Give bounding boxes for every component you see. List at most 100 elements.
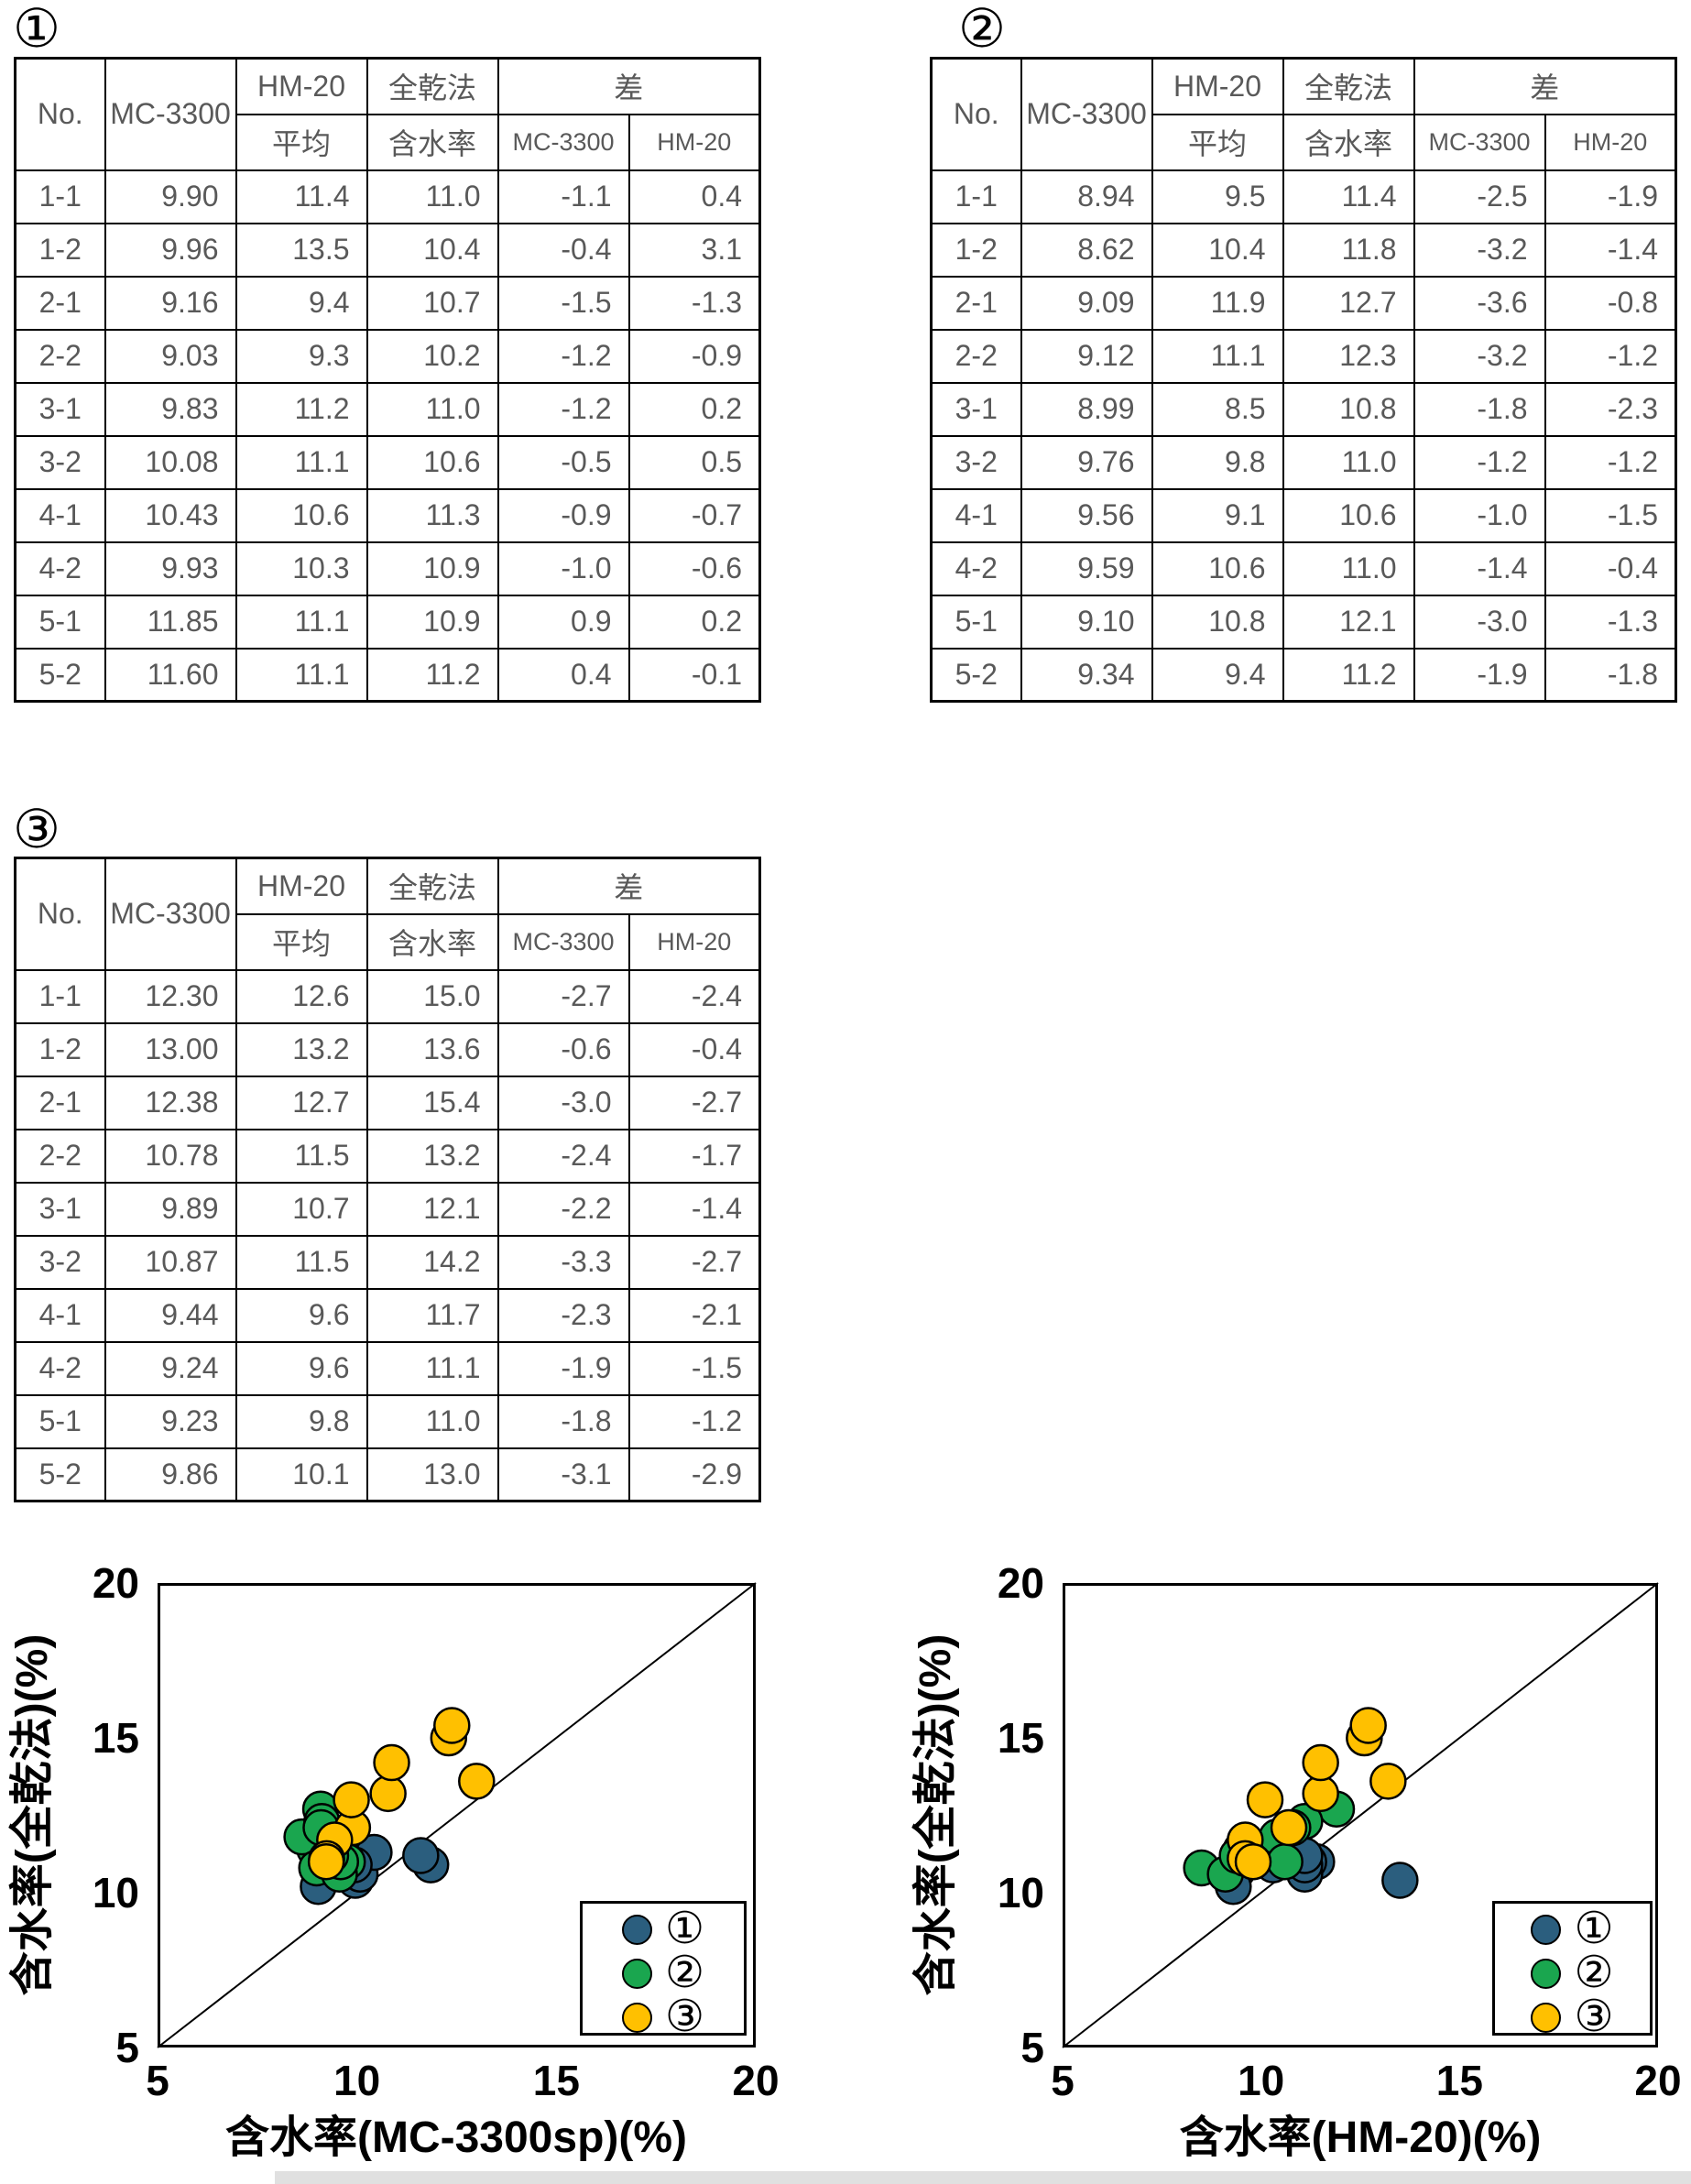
value-cell: 11.0 — [1282, 541, 1415, 596]
table-row: 4-2 9.59 10.6 11.0 -1.4 -0.4 — [930, 541, 1677, 596]
value-cell: 12.30 — [104, 968, 237, 1024]
scatter-plot-mc3300 — [157, 1582, 757, 2048]
row-id-cell: 2-2 — [14, 1128, 106, 1184]
row-id-cell: 3-2 — [14, 1234, 106, 1290]
value-cell: 9.5 — [1151, 169, 1284, 224]
x-tick-label: 20 — [1634, 2057, 1682, 2104]
table-1: No. MC-3300 HM-20 全乾法 差 平均 含水率 MC-3300 H… — [14, 57, 761, 703]
value-cell: -1.8 — [1544, 647, 1677, 703]
table-row: 5-2 9.34 9.4 11.2 -1.9 -1.8 — [930, 647, 1677, 703]
table-3-label: ③ — [13, 798, 60, 860]
scatter-point-② — [1266, 1842, 1304, 1881]
value-cell: -1.1 — [496, 169, 630, 224]
value-cell: 11.2 — [1282, 647, 1415, 703]
value-cell: 9.1 — [1151, 487, 1284, 543]
scatter-point-③ — [458, 1763, 496, 1800]
value-cell: -1.8 — [1413, 381, 1546, 437]
value-cell: -1.9 — [1413, 647, 1546, 703]
value-cell: -1.0 — [1413, 487, 1546, 543]
scan-edge-strip — [275, 2171, 1691, 2184]
table-row: 4-1 9.56 9.1 10.6 -1.0 -1.5 — [930, 487, 1677, 543]
value-cell: 8.99 — [1020, 381, 1153, 437]
table-row: 3-2 10.87 11.5 14.2 -3.3 -2.7 — [14, 1234, 761, 1290]
table-row: 5-1 9.10 10.8 12.1 -3.0 -1.3 — [930, 594, 1677, 650]
value-cell: -3.2 — [1413, 222, 1546, 278]
col-header-mc3300: MC-3300 — [104, 857, 237, 971]
value-cell: 10.9 — [365, 594, 499, 650]
x-tick-label: 5 — [146, 2057, 169, 2104]
value-cell: -1.5 — [627, 1340, 761, 1396]
value-cell: -1.9 — [496, 1340, 630, 1396]
value-cell: 10.3 — [235, 541, 368, 596]
identity-line — [157, 1582, 757, 2048]
left-chart-x-axis-title: 含水率(MC-3300sp)(%) — [224, 2113, 688, 2162]
value-cell: -2.9 — [627, 1447, 761, 1502]
value-cell: 11.0 — [1282, 434, 1415, 490]
scatter-point-③ — [307, 1842, 345, 1881]
legend-marker-icon — [1531, 1914, 1562, 1945]
value-cell: 12.38 — [104, 1075, 237, 1130]
value-cell: 3.1 — [627, 222, 761, 278]
value-cell: -2.5 — [1413, 169, 1546, 224]
table-2: No. MC-3300 HM-20 全乾法 差 平均 含水率 MC-3300 H… — [930, 57, 1677, 703]
value-cell: 10.87 — [104, 1234, 237, 1290]
scatter-point-③ — [1369, 1763, 1407, 1800]
col-header-moisture: 含水率 — [1282, 113, 1415, 171]
table-row: 4-2 9.24 9.6 11.1 -1.9 -1.5 — [14, 1340, 761, 1396]
value-cell: 9.96 — [104, 222, 237, 278]
value-cell: 11.2 — [365, 647, 499, 703]
value-cell: 10.4 — [1151, 222, 1284, 278]
value-cell: 9.56 — [1020, 487, 1153, 543]
value-cell: 12.3 — [1282, 328, 1415, 384]
scatter-point-① — [1381, 1862, 1419, 1899]
legend-marker-icon — [621, 1958, 652, 1989]
value-cell: 15.4 — [365, 1075, 499, 1130]
value-cell: 9.12 — [1020, 328, 1153, 384]
value-cell: 11.85 — [104, 594, 237, 650]
value-cell: 11.1 — [235, 434, 368, 490]
table-row: 1-2 13.00 13.2 13.6 -0.6 -0.4 — [14, 1021, 761, 1077]
col-header-oven-method: 全乾法 — [365, 857, 499, 915]
value-cell: -0.4 — [496, 222, 630, 278]
value-cell: 11.0 — [365, 169, 499, 224]
value-cell: -0.9 — [496, 487, 630, 543]
table-row: 5-1 11.85 11.1 10.9 0.9 0.2 — [14, 594, 761, 650]
legend-label: ① — [1574, 1905, 1614, 1953]
value-cell: 9.09 — [1020, 275, 1153, 331]
value-cell: -0.4 — [627, 1021, 761, 1077]
value-cell: -3.1 — [496, 1447, 630, 1502]
value-cell: 12.7 — [1282, 275, 1415, 331]
row-id-cell: 4-2 — [14, 541, 106, 596]
y-tick-label: 20 — [997, 1559, 1044, 1607]
value-cell: 11.9 — [1151, 275, 1284, 331]
row-id-cell: 2-2 — [930, 328, 1022, 384]
row-id-cell: 2-1 — [14, 1075, 106, 1130]
value-cell: 13.6 — [365, 1021, 499, 1077]
value-cell: 9.76 — [1020, 434, 1153, 490]
value-cell: 12.6 — [235, 968, 368, 1024]
col-header-mc3300: MC-3300 — [1020, 57, 1153, 171]
value-cell: 11.60 — [104, 647, 237, 703]
value-cell: 9.23 — [104, 1393, 237, 1449]
row-id-cell: 1-2 — [14, 1021, 106, 1077]
value-cell: -3.0 — [1413, 594, 1546, 650]
table-row: 4-2 9.93 10.3 10.9 -1.0 -0.6 — [14, 541, 761, 596]
plot-border — [158, 1583, 756, 2048]
value-cell: 9.90 — [104, 169, 237, 224]
row-id-cell: 5-1 — [14, 594, 106, 650]
legend-label: ③ — [1574, 1993, 1614, 2041]
row-id-cell: 2-2 — [14, 328, 106, 384]
value-cell: -0.6 — [496, 1021, 630, 1077]
row-id-cell: 5-1 — [930, 594, 1022, 650]
value-cell: -2.7 — [627, 1075, 761, 1130]
legend-entry: ③ — [1495, 1995, 1650, 2039]
scatter-point-③ — [1349, 1707, 1387, 1744]
x-tick-label: 15 — [1435, 2057, 1483, 2104]
value-cell: 9.6 — [235, 1340, 368, 1396]
row-id-cell: 3-1 — [14, 381, 106, 437]
value-cell: -0.1 — [627, 647, 761, 703]
legend-marker-icon — [1531, 1958, 1562, 1989]
col-header-mc3300: MC-3300 — [104, 57, 237, 171]
